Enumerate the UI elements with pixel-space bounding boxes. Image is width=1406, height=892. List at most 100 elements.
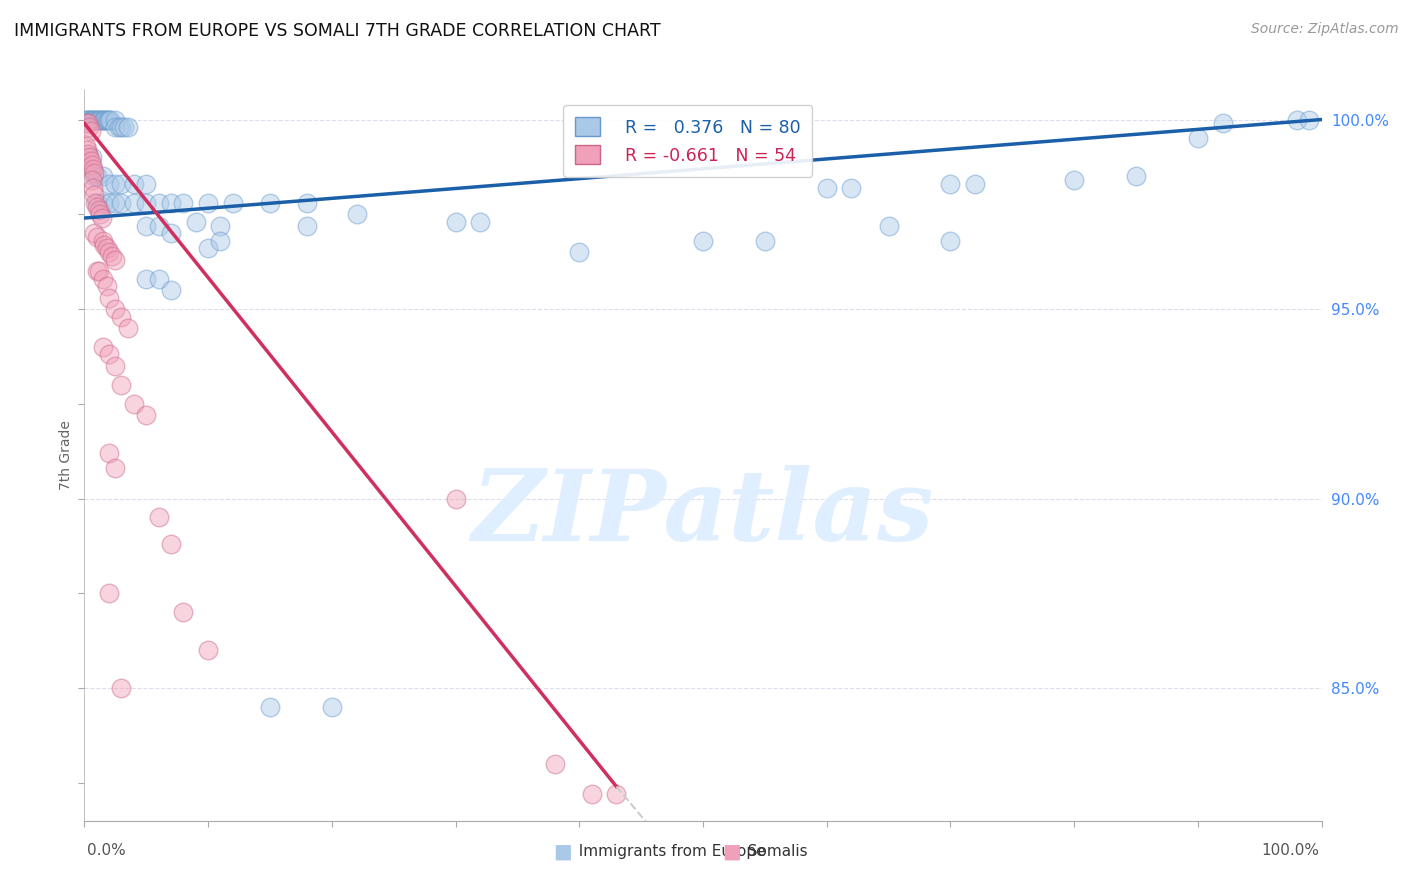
Point bbox=[86, 230, 108, 244]
Point bbox=[80, 158, 103, 172]
Point bbox=[110, 681, 132, 695]
Point bbox=[110, 177, 132, 191]
Point bbox=[86, 200, 108, 214]
Point bbox=[1187, 131, 1209, 145]
Point bbox=[965, 177, 987, 191]
Point bbox=[135, 271, 157, 285]
Point bbox=[122, 397, 145, 411]
Point bbox=[110, 310, 132, 324]
Point bbox=[97, 112, 120, 127]
Point bbox=[148, 219, 170, 233]
Point bbox=[160, 226, 183, 240]
Point bbox=[117, 120, 139, 134]
Point bbox=[83, 226, 105, 240]
Point bbox=[172, 605, 194, 619]
Point bbox=[80, 112, 103, 127]
Point bbox=[877, 219, 900, 233]
Text: 100.0%: 100.0% bbox=[1261, 843, 1319, 858]
Point bbox=[96, 112, 118, 127]
Text: IMMIGRANTS FROM EUROPE VS SOMALI 7TH GRADE CORRELATION CHART: IMMIGRANTS FROM EUROPE VS SOMALI 7TH GRA… bbox=[14, 22, 661, 40]
Point bbox=[259, 195, 281, 210]
Point bbox=[98, 112, 121, 127]
Legend:   R =   0.376   N = 80,   R = -0.661   N = 54: R = 0.376 N = 80, R = -0.661 N = 54 bbox=[564, 105, 813, 177]
Point bbox=[98, 347, 121, 361]
Point bbox=[84, 112, 107, 127]
Point bbox=[1125, 169, 1147, 184]
Point bbox=[104, 252, 127, 267]
Point bbox=[98, 112, 121, 127]
Point bbox=[91, 169, 114, 184]
Point bbox=[321, 700, 343, 714]
Point bbox=[82, 112, 104, 127]
Point bbox=[135, 177, 157, 191]
Point bbox=[122, 177, 145, 191]
Point bbox=[83, 112, 105, 127]
Point bbox=[83, 165, 105, 179]
Point bbox=[98, 291, 121, 305]
Point bbox=[98, 195, 121, 210]
Point bbox=[89, 112, 111, 127]
Point bbox=[86, 195, 108, 210]
Point bbox=[83, 188, 105, 202]
Point bbox=[197, 241, 219, 255]
Point bbox=[104, 195, 127, 210]
Point bbox=[135, 408, 157, 422]
Y-axis label: 7th Grade: 7th Grade bbox=[59, 420, 73, 490]
Point bbox=[135, 195, 157, 210]
Point bbox=[94, 112, 117, 127]
Point bbox=[110, 120, 132, 134]
Point bbox=[76, 112, 98, 127]
Point bbox=[75, 139, 97, 153]
Point bbox=[89, 207, 111, 221]
Point bbox=[79, 112, 101, 127]
Point bbox=[581, 787, 603, 801]
Point bbox=[222, 195, 245, 210]
Point bbox=[122, 195, 145, 210]
Point bbox=[77, 116, 100, 130]
Point bbox=[543, 756, 565, 771]
Point bbox=[148, 510, 170, 524]
Point bbox=[1063, 173, 1085, 187]
Point bbox=[91, 271, 114, 285]
Point bbox=[117, 321, 139, 335]
Point bbox=[184, 215, 207, 229]
Point bbox=[197, 195, 219, 210]
Point bbox=[91, 112, 114, 127]
Point bbox=[80, 173, 103, 187]
Point bbox=[75, 112, 97, 127]
Point bbox=[80, 150, 103, 164]
Point bbox=[91, 195, 114, 210]
Point bbox=[98, 446, 121, 460]
Point bbox=[148, 195, 170, 210]
Point bbox=[1212, 116, 1234, 130]
Point bbox=[470, 215, 492, 229]
Point bbox=[100, 249, 122, 263]
Point bbox=[91, 234, 114, 248]
Point bbox=[104, 112, 127, 127]
Text: Somalis: Somalis bbox=[738, 845, 808, 859]
Point bbox=[93, 237, 115, 252]
Point bbox=[110, 195, 132, 210]
Point bbox=[96, 241, 118, 255]
Point bbox=[259, 700, 281, 714]
Point bbox=[444, 215, 467, 229]
Point bbox=[98, 177, 121, 191]
Point bbox=[96, 279, 118, 293]
Point bbox=[160, 537, 183, 551]
Point bbox=[82, 180, 104, 194]
Point bbox=[346, 207, 368, 221]
Point bbox=[295, 195, 318, 210]
Point bbox=[104, 177, 127, 191]
Point bbox=[93, 112, 115, 127]
Text: ▪: ▪ bbox=[721, 838, 741, 866]
Point bbox=[90, 211, 112, 225]
Point bbox=[86, 169, 108, 184]
Point bbox=[135, 219, 157, 233]
Point bbox=[209, 219, 232, 233]
Point bbox=[1298, 112, 1320, 127]
Point bbox=[295, 219, 318, 233]
Point bbox=[76, 143, 98, 157]
Point bbox=[84, 195, 107, 210]
Point bbox=[209, 234, 232, 248]
Point bbox=[605, 787, 627, 801]
